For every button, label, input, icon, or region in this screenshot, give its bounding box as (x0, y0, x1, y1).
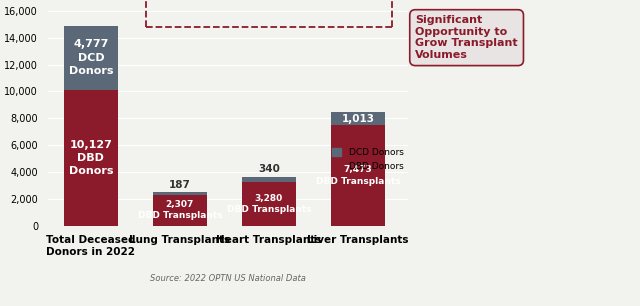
Text: 7,473
DBD Transplants: 7,473 DBD Transplants (316, 166, 400, 185)
Text: 340: 340 (258, 164, 280, 174)
Bar (331, 125, 385, 226)
Bar (153, 195, 207, 226)
Text: 1,013: 1,013 (341, 114, 374, 124)
Text: 2,307
DBD Transplants: 2,307 DBD Transplants (138, 200, 222, 220)
Text: Significant
Opportunity to
Grow Transplant
Volumes: Significant Opportunity to Grow Transpla… (415, 15, 518, 60)
Bar (242, 177, 296, 182)
Bar (242, 182, 296, 226)
Bar (331, 112, 385, 125)
Text: 10,127
DBD
Donors: 10,127 DBD Donors (68, 140, 113, 176)
Text: 4,777
DCD
Donors: 4,777 DCD Donors (68, 39, 113, 76)
Text: Source: 2022 OPTN US National Data: Source: 2022 OPTN US National Data (150, 274, 306, 283)
Bar (64, 26, 118, 90)
Text: 3,280
DBD Transplants: 3,280 DBD Transplants (227, 194, 311, 214)
Bar (153, 192, 207, 195)
Text: 187: 187 (169, 180, 191, 189)
Bar (64, 90, 118, 226)
Legend: DCD Donors, DBD Donors: DCD Donors, DBD Donors (332, 148, 404, 171)
